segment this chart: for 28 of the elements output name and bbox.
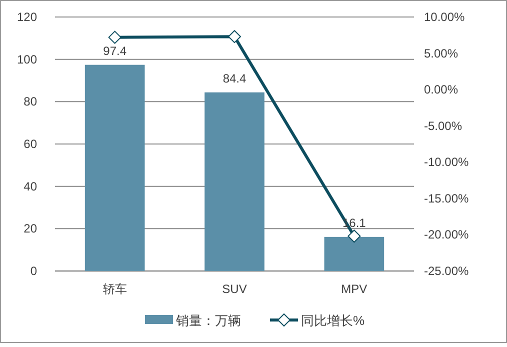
y-tick-label: 120 <box>16 10 38 24</box>
bar <box>84 64 145 271</box>
point <box>348 230 361 243</box>
y-tick-label: 80 <box>24 94 38 109</box>
y2-tick-label: 5.00% <box>424 46 458 60</box>
y2-tick-label: -15.00% <box>424 191 470 206</box>
bar <box>204 92 264 271</box>
x-tick-label: SUV <box>222 282 247 296</box>
data-label: 97.4 <box>103 44 127 58</box>
point <box>228 30 241 44</box>
y-tick-label: 20 <box>24 222 38 236</box>
y2-tick-label: 0.00% <box>424 82 458 97</box>
legend-label: 销量：万辆 <box>175 313 241 328</box>
point <box>108 30 122 44</box>
y2-tick-label: -25.00% <box>424 264 470 278</box>
y-tick-label: 0 <box>30 264 38 278</box>
y2-tick-label: -10.00% <box>424 155 470 170</box>
y2-tick-label: -20.00% <box>424 228 470 242</box>
y-tick-label: 100 <box>16 52 38 66</box>
y-tick-label: 40 <box>24 179 38 194</box>
legend-label: 同比增长% <box>301 313 365 328</box>
y-tick-label: 60 <box>24 137 38 151</box>
x-tick-label: MPV <box>341 282 368 296</box>
y2-tick-label: -5.00% <box>424 118 462 133</box>
bar <box>324 236 384 271</box>
y2-tick-label: 10.00% <box>424 10 466 24</box>
data-label: 84.4 <box>222 71 246 86</box>
x-tick-label: 轿车 <box>102 282 127 296</box>
